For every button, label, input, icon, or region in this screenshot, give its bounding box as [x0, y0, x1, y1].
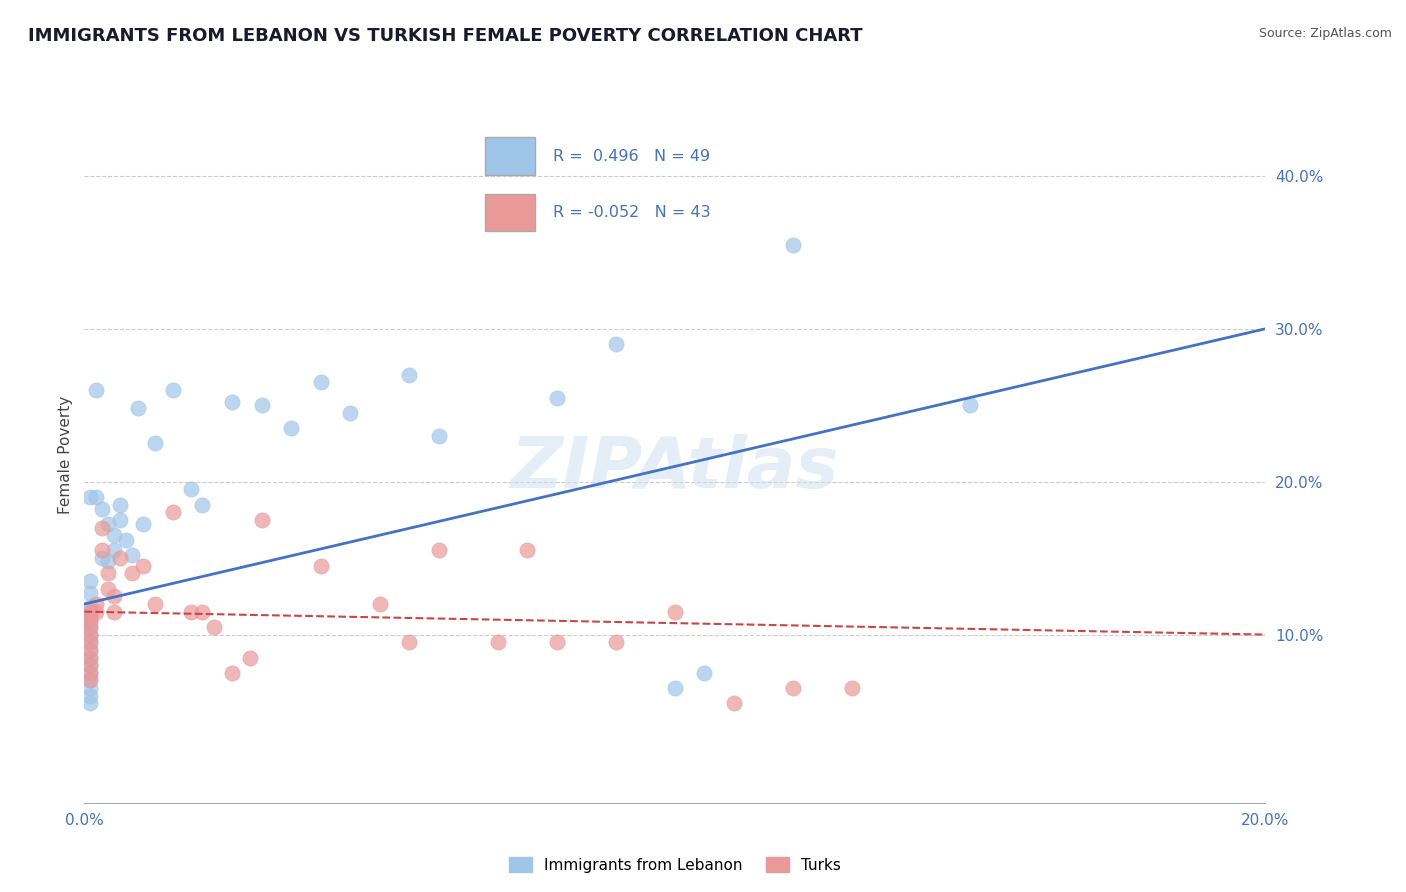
Point	[723, 697, 745, 711]
Point	[180, 483, 202, 497]
Point	[79, 658, 101, 673]
Point	[79, 627, 101, 641]
Point	[664, 605, 686, 619]
Text: Source: ZipAtlas.com: Source: ZipAtlas.com	[1258, 27, 1392, 40]
Point	[79, 600, 101, 615]
Point	[162, 383, 184, 397]
Point	[79, 650, 101, 665]
Point	[546, 391, 568, 405]
Point	[309, 376, 332, 390]
Point	[516, 543, 538, 558]
Point	[103, 605, 125, 619]
Point	[103, 543, 125, 558]
Point	[221, 395, 243, 409]
Point	[84, 490, 107, 504]
Point	[114, 533, 136, 547]
Point	[79, 681, 101, 695]
Point	[605, 635, 627, 649]
Point	[782, 237, 804, 252]
Point	[103, 528, 125, 542]
Point	[250, 398, 273, 412]
Point	[79, 689, 101, 703]
Point	[368, 597, 391, 611]
Point	[103, 590, 125, 604]
Point	[79, 607, 101, 622]
Point	[427, 429, 450, 443]
Point	[221, 665, 243, 680]
Point	[79, 609, 101, 624]
Point	[664, 681, 686, 695]
Point	[959, 398, 981, 412]
Point	[79, 627, 101, 641]
Point	[239, 650, 262, 665]
Point	[79, 605, 101, 619]
Point	[79, 673, 101, 688]
Point	[84, 605, 107, 619]
Point	[84, 383, 107, 397]
Legend: Immigrants from Lebanon, Turks: Immigrants from Lebanon, Turks	[503, 850, 846, 879]
Point	[79, 574, 101, 588]
Point	[79, 586, 101, 600]
Point	[782, 681, 804, 695]
Point	[97, 554, 120, 568]
Point	[202, 620, 225, 634]
Point	[79, 620, 101, 634]
Point	[97, 517, 120, 532]
Point	[91, 543, 114, 558]
Point	[339, 406, 361, 420]
Point	[79, 612, 101, 626]
Point	[162, 505, 184, 519]
Point	[79, 673, 101, 688]
Point	[79, 635, 101, 649]
Point	[79, 665, 101, 680]
Point	[127, 401, 149, 416]
Point	[546, 635, 568, 649]
Y-axis label: Female Poverty: Female Poverty	[58, 396, 73, 514]
Point	[250, 513, 273, 527]
Point	[108, 551, 131, 566]
Point	[79, 658, 101, 673]
Point	[79, 605, 101, 619]
Point	[143, 436, 166, 450]
Point	[108, 513, 131, 527]
Point	[143, 597, 166, 611]
Point	[693, 665, 716, 680]
Point	[398, 368, 420, 382]
Point	[79, 650, 101, 665]
Point	[280, 421, 302, 435]
Point	[108, 498, 131, 512]
Point	[79, 612, 101, 626]
Point	[79, 620, 101, 634]
Text: IMMIGRANTS FROM LEBANON VS TURKISH FEMALE POVERTY CORRELATION CHART: IMMIGRANTS FROM LEBANON VS TURKISH FEMAL…	[28, 27, 863, 45]
Point	[398, 635, 420, 649]
Point	[121, 548, 143, 562]
Point	[79, 643, 101, 657]
Point	[97, 582, 120, 596]
Point	[84, 597, 107, 611]
Point	[79, 635, 101, 649]
Point	[121, 566, 143, 581]
Point	[91, 502, 114, 516]
Point	[132, 558, 155, 573]
Point	[427, 543, 450, 558]
Point	[79, 615, 101, 630]
Point	[79, 490, 101, 504]
Point	[605, 337, 627, 351]
Point	[191, 498, 214, 512]
Point	[132, 517, 155, 532]
Point	[79, 697, 101, 711]
Point	[180, 605, 202, 619]
Point	[309, 558, 332, 573]
Point	[91, 520, 114, 534]
Point	[91, 551, 114, 566]
Text: ZIPAtlas: ZIPAtlas	[510, 434, 839, 503]
Point	[486, 635, 509, 649]
Point	[79, 643, 101, 657]
Point	[191, 605, 214, 619]
Point	[97, 566, 120, 581]
Point	[841, 681, 863, 695]
Point	[79, 665, 101, 680]
